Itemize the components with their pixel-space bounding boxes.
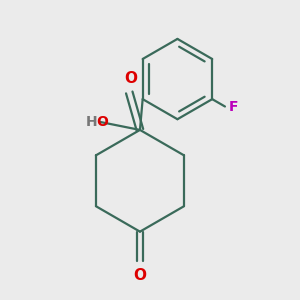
Text: F: F <box>229 100 238 113</box>
Text: H: H <box>85 115 97 129</box>
Text: O: O <box>124 71 137 86</box>
Text: O: O <box>134 268 146 283</box>
Text: O: O <box>96 115 108 129</box>
